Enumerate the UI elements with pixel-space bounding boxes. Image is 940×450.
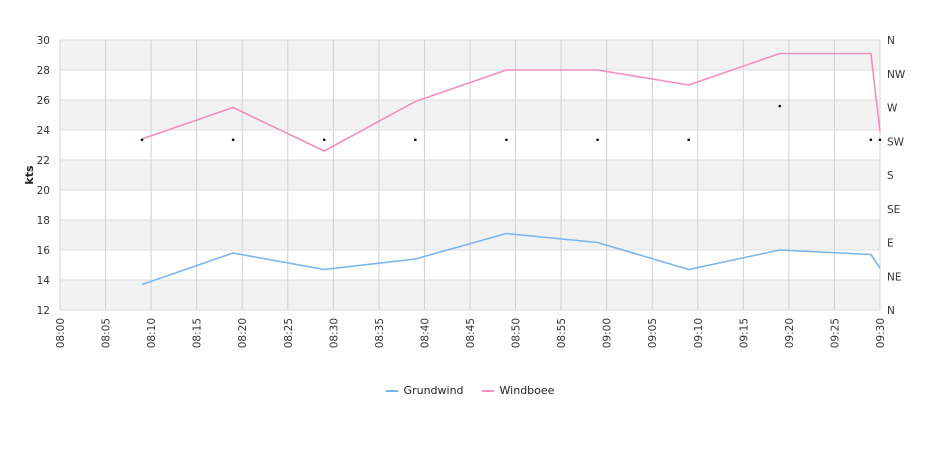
direction-marker: [414, 138, 417, 142]
direction-markers: [140, 104, 882, 142]
legend-label-grundwind: Grundwind: [403, 384, 464, 397]
series-lines: [141, 52, 881, 286]
y-tick-label: 18: [37, 215, 50, 227]
legend-item-windboee[interactable]: Windboee: [481, 384, 555, 397]
y-tick-label: 20: [37, 185, 50, 197]
direction-tick-label: SE: [887, 204, 900, 216]
x-tick-label: 09:15: [738, 318, 750, 348]
x-tick-label: 09:00: [602, 318, 614, 348]
x-tick-label: 08:20: [237, 318, 249, 348]
y-tick-label: 22: [37, 155, 50, 167]
direction-marker: [878, 138, 882, 142]
direction-tick-label: N: [887, 305, 895, 317]
x-tick-label: 08:35: [374, 318, 386, 348]
x-axis-ticks: 08:00 08:05 08:10 08:15 08:20 08:25 08:30 08:35…: [55, 318, 887, 348]
direction-tick-label: NE: [887, 271, 902, 283]
direction-axis-ticks: N NW W SW S SE E NE N: [887, 35, 906, 317]
x-tick-label: 09:20: [784, 318, 796, 348]
y-tick-label: 24: [37, 125, 51, 137]
direction-marker: [231, 138, 235, 142]
x-tick-label: 09:25: [829, 318, 841, 348]
direction-tick-label: S: [887, 170, 894, 182]
x-tick-label: 08:45: [465, 318, 477, 348]
direction-tick-label: SW: [887, 136, 905, 148]
direction-marker: [596, 138, 599, 142]
x-tick-label: 09:05: [647, 318, 659, 348]
legend-swatch-grundwind: [385, 389, 398, 392]
direction-tick-label: W: [887, 103, 898, 115]
y-tick-label: 28: [37, 65, 50, 77]
x-tick-label: 08:30: [328, 318, 340, 348]
series-line-windboee: [141, 52, 881, 152]
y-axis-ticks: 12 14 16 18 20 22 24 26 28 30: [37, 35, 51, 317]
direction-marker: [505, 138, 508, 142]
direction-marker: [687, 138, 690, 142]
direction-marker: [869, 138, 873, 142]
horizontal-grid: [60, 39, 880, 311]
legend-swatch-windboee: [481, 389, 494, 392]
direction-tick-label: NW: [887, 69, 906, 81]
y-tick-label: 26: [37, 95, 51, 107]
x-tick-label: 08:00: [55, 318, 67, 348]
x-tick-label: 09:10: [693, 318, 705, 348]
x-tick-label: 09:30: [875, 318, 887, 348]
y-tick-label: 16: [37, 245, 51, 257]
x-tick-label: 08:50: [511, 318, 523, 348]
x-tick-label: 08:40: [419, 318, 431, 348]
direction-tick-label: E: [887, 238, 894, 250]
legend-label-windboee: Windboee: [499, 384, 555, 397]
y-axis-label: kts: [23, 165, 36, 185]
x-tick-label: 08:05: [101, 318, 113, 348]
vertical-grid: [59, 40, 881, 310]
x-tick-label: 08:25: [283, 318, 295, 348]
legend: Grundwind Windboee: [0, 384, 940, 397]
legend-item-grundwind[interactable]: Grundwind: [385, 384, 464, 397]
direction-tick-label: N: [887, 35, 895, 47]
series-line-grundwind: [141, 232, 881, 286]
direction-marker: [322, 138, 326, 142]
y-tick-label: 14: [37, 275, 51, 287]
x-tick-label: 08:55: [556, 318, 568, 348]
y-tick-label: 30: [37, 35, 50, 47]
x-tick-label: 08:10: [146, 318, 158, 348]
x-tick-label: 08:15: [192, 318, 204, 348]
direction-marker: [778, 104, 782, 108]
direction-marker: [140, 138, 144, 142]
y-tick-label: 12: [37, 305, 50, 317]
